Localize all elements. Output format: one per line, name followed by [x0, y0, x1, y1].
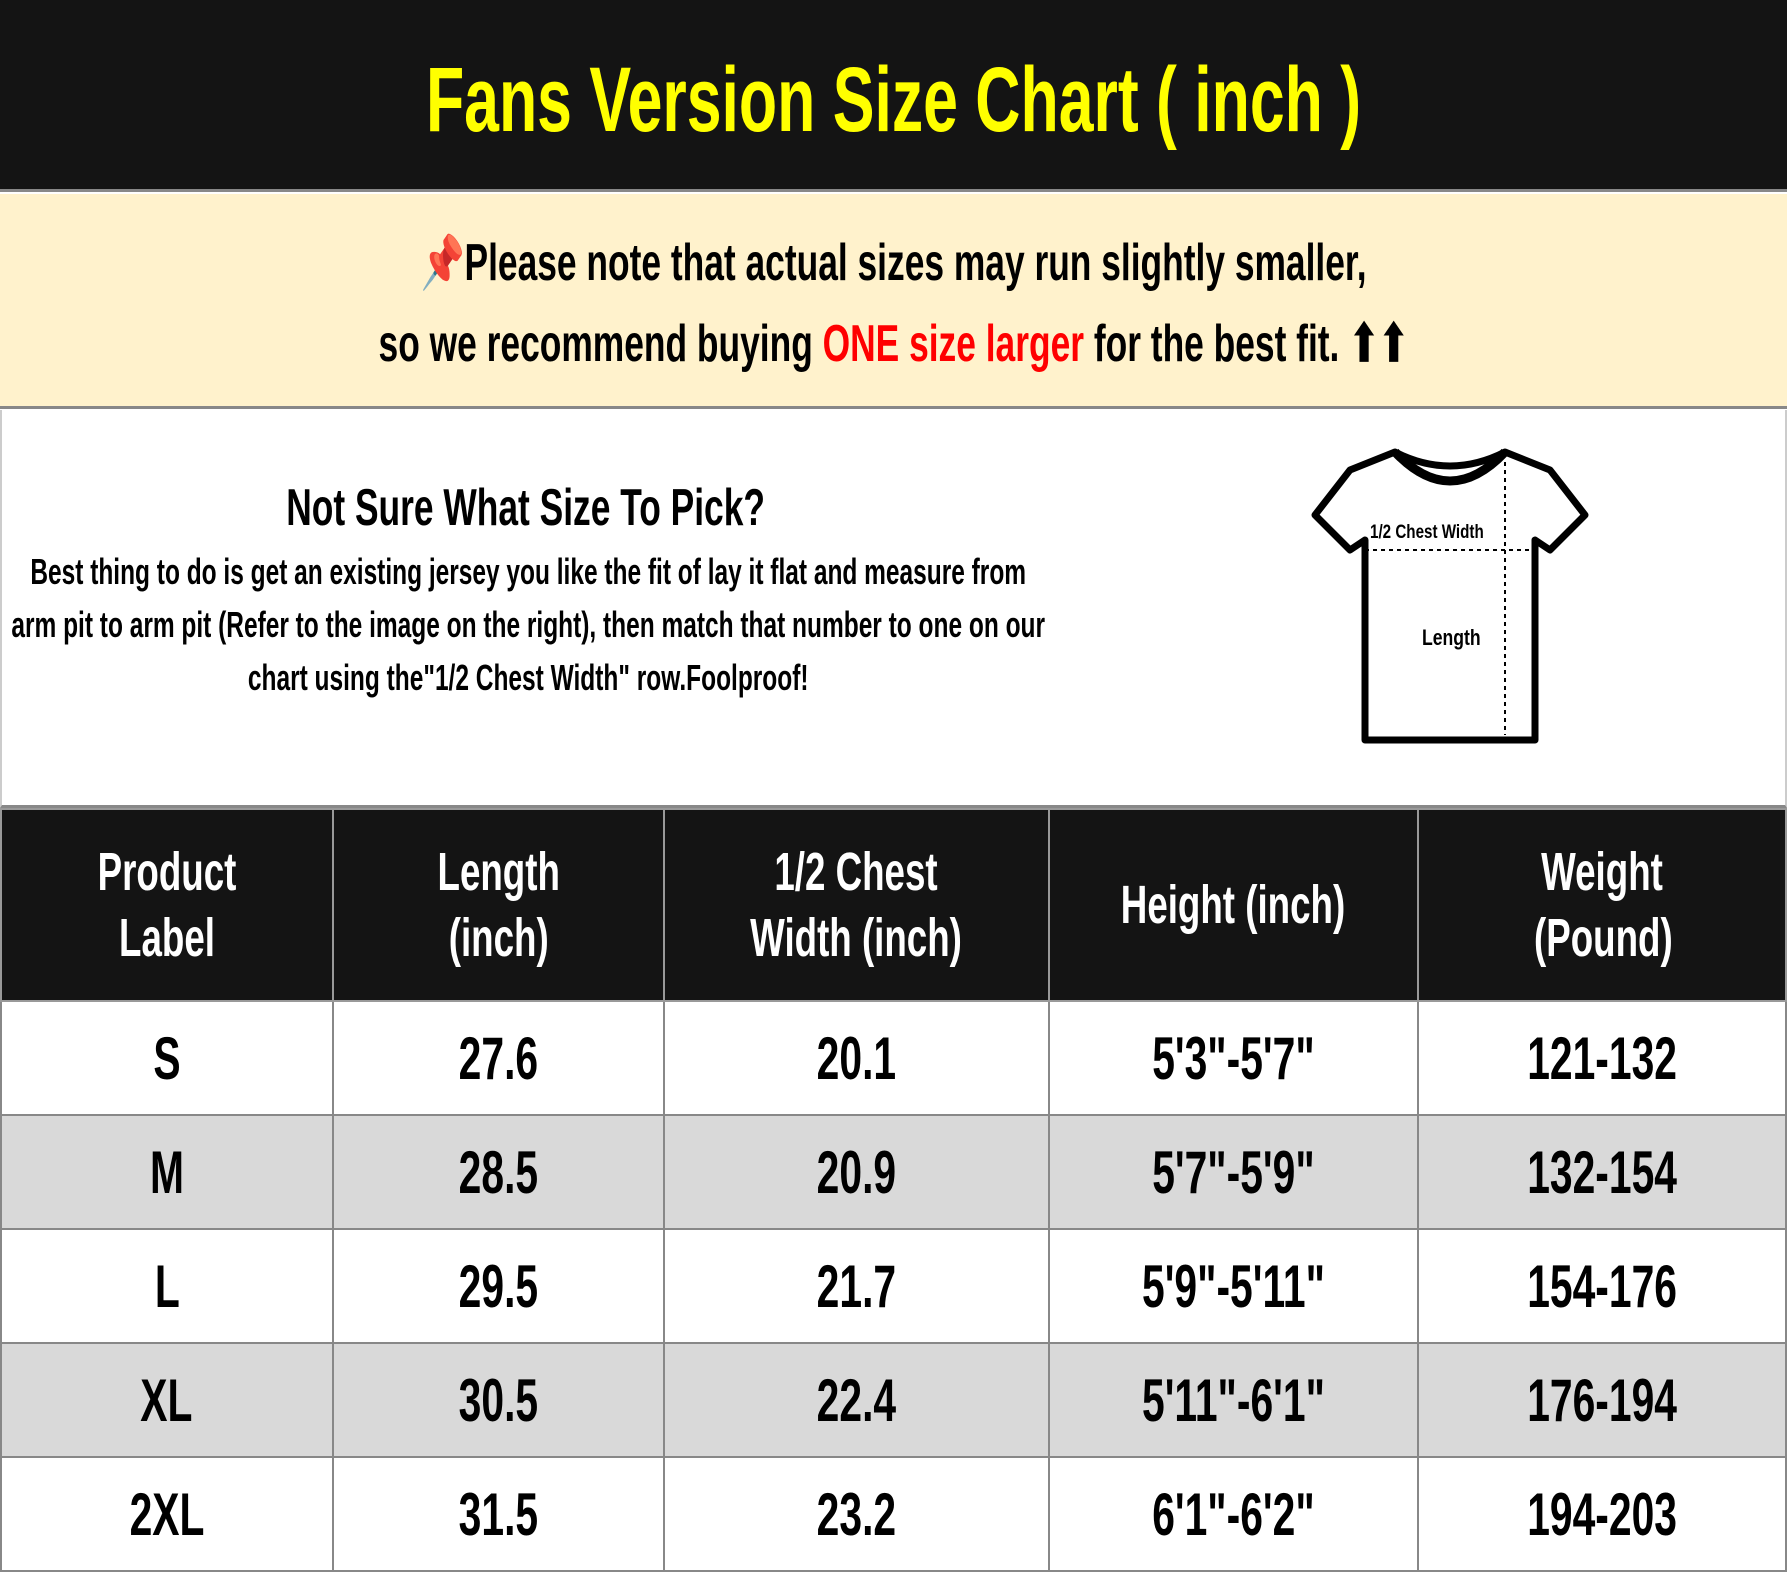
- cell-height: 5'7"-5'9": [1047, 1114, 1419, 1230]
- table-header-row: Product Label Length (inch) 1/2 Chest Wi…: [0, 808, 1787, 1002]
- table-row: L 29.5 21.7 5'9"-5'11" 154-176: [0, 1228, 1787, 1344]
- cell-length: 31.5: [331, 1456, 666, 1572]
- cell-length: 29.5: [331, 1228, 666, 1344]
- cell-weight: 176-194: [1416, 1342, 1787, 1458]
- note-line1: Please note that actual sizes may run sl…: [464, 234, 1367, 292]
- table-row: M 28.5 20.9 5'7"-5'9" 132-154: [0, 1114, 1787, 1230]
- cell-weight: 121-132: [1416, 1000, 1787, 1116]
- cell-size: M: [0, 1114, 334, 1230]
- cell-size: 2XL: [0, 1456, 334, 1572]
- cell-length: 28.5: [331, 1114, 666, 1230]
- cell-chest: 22.4: [663, 1342, 1050, 1458]
- table-row: XL 30.5 22.4 5'11"-6'1" 176-194: [0, 1342, 1787, 1458]
- table-row: 2XL 31.5 23.2 6'1"-6'2" 194-203: [0, 1456, 1787, 1572]
- size-table: Product Label Length (inch) 1/2 Chest Wi…: [0, 808, 1787, 1572]
- header-weight: Weight (Pound): [1416, 808, 1787, 1002]
- title-bar: Fans Version Size Chart ( inch ): [0, 0, 1787, 192]
- cell-chest: 20.9: [663, 1114, 1050, 1230]
- cell-height: 5'11"-6'1": [1047, 1342, 1419, 1458]
- up-arrows-icon: ⬆⬆: [1349, 315, 1409, 373]
- chest-label: 1/2 Chest Width: [1370, 520, 1484, 542]
- size-guide-section: Not Sure What Size To Pick? Best thing t…: [0, 410, 1787, 808]
- note-line2-before: so we recommend buying: [378, 315, 823, 373]
- header-product-label: Product Label: [0, 808, 334, 1002]
- cell-chest: 21.7: [663, 1228, 1050, 1344]
- cell-weight: 132-154: [1416, 1114, 1787, 1230]
- cell-weight: 194-203: [1416, 1456, 1787, 1572]
- cell-height: 5'9"-5'11": [1047, 1228, 1419, 1344]
- cell-size: L: [0, 1228, 334, 1344]
- note-line2-after: for the best fit.: [1084, 315, 1340, 373]
- cell-chest: 23.2: [663, 1456, 1050, 1572]
- cell-length: 30.5: [331, 1342, 666, 1458]
- pushpin-icon: 📌: [420, 234, 465, 292]
- cell-size: S: [0, 1000, 334, 1116]
- sizing-note: 📌Please note that actual sizes may run s…: [0, 194, 1787, 409]
- guide-paragraph: Best thing to do is get an existing jers…: [11, 551, 1046, 698]
- cell-length: 27.6: [331, 1000, 666, 1116]
- tshirt-outline-icon: [1311, 448, 1589, 744]
- table-row: S 27.6 20.1 5'3"-5'7" 121-132: [0, 1000, 1787, 1116]
- guide-heading: Not Sure What Size To Pick?: [286, 479, 765, 537]
- length-label: Length: [1422, 626, 1481, 650]
- header-chest-width: 1/2 Chest Width (inch): [663, 808, 1050, 1002]
- note-highlight: ONE size larger: [822, 315, 1085, 373]
- cell-weight: 154-176: [1416, 1228, 1787, 1344]
- cell-height: 6'1"-6'2": [1047, 1456, 1419, 1572]
- cell-chest: 20.1: [663, 1000, 1050, 1116]
- cell-size: XL: [0, 1342, 334, 1458]
- tshirt-measure-diagram: 1/2 Chest Width Length: [1311, 448, 1589, 744]
- tshirt-collar: [1391, 448, 1509, 486]
- page-title: Fans Version Size Chart ( inch ): [425, 49, 1362, 151]
- cell-height: 5'3"-5'7": [1047, 1000, 1419, 1116]
- header-length: Length (inch): [331, 808, 666, 1002]
- header-height: Height (inch): [1047, 808, 1419, 1002]
